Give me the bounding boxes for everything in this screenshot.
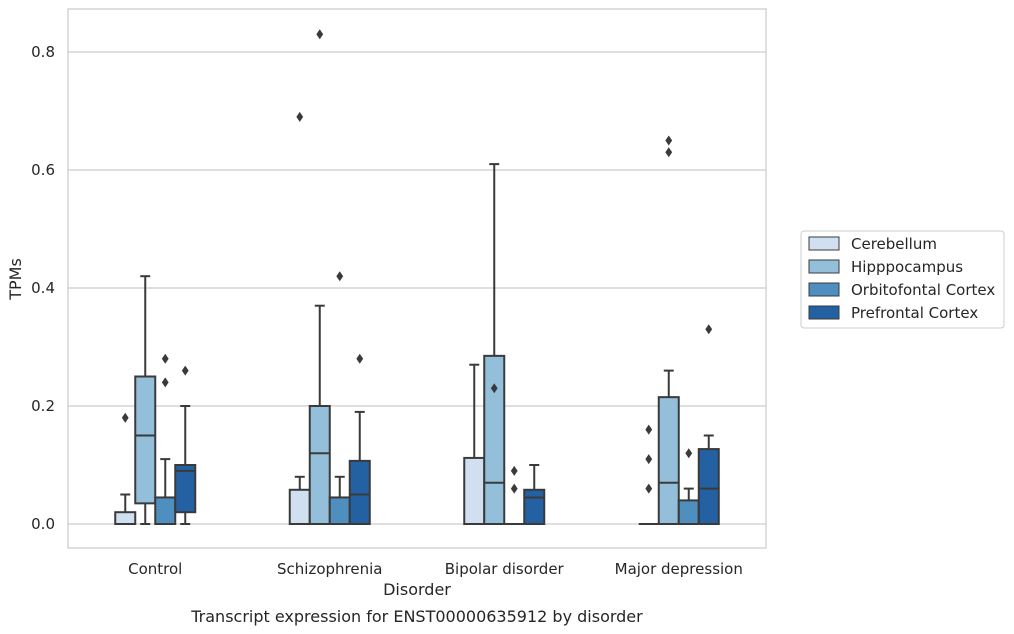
outlier-point: [685, 448, 693, 459]
box-body: [463, 456, 486, 526]
chart-caption: Transcript expression for ENST0000063591…: [190, 607, 643, 626]
box-body: [328, 496, 351, 526]
outlier-point: [121, 412, 129, 423]
box-body: [697, 448, 720, 526]
box-group: [523, 464, 546, 525]
legend-frame: [800, 230, 1005, 329]
outlier-point: [645, 483, 653, 494]
box-group: [463, 363, 486, 526]
box-body: [657, 396, 680, 525]
box-group: [677, 448, 700, 525]
x-tick-label: Bipolar disorder: [445, 560, 565, 578]
legend-label-orbitofrontal-cortex: Orbitofontal Cortex: [851, 281, 995, 299]
outlier-point: [161, 377, 169, 388]
x-axis-ticks: Control Schizophrenia Bipolar disorder Majo…: [128, 560, 743, 578]
outlier-point: [510, 465, 518, 476]
x-axis-label: Disorder: [383, 580, 451, 599]
box-body: [677, 499, 700, 525]
outlier-point: [645, 424, 653, 435]
x-tick-label: Schizophrenia: [277, 560, 382, 578]
legend-label-hippocampus: Hipppocampus: [851, 258, 963, 276]
box-group: [174, 365, 197, 525]
legend-swatch-orbitofrontal-cortex: [808, 282, 840, 297]
y-tick-label: 0.8: [31, 43, 55, 61]
box-group: [134, 275, 157, 525]
box-group: [504, 465, 525, 525]
x-tick-label: Control: [128, 560, 182, 578]
outlier-point: [490, 383, 498, 394]
outlier-point: [336, 271, 344, 282]
legend-swatch-cerebellum: [808, 236, 840, 251]
x-tick-label: Major depression: [615, 560, 743, 578]
y-tick-label: 0.2: [31, 397, 55, 415]
box-group: [348, 353, 371, 525]
box-body: [288, 488, 311, 525]
legend-swatch-prefrontal-cortex: [808, 305, 840, 320]
box-body: [154, 496, 177, 526]
outlier-point: [510, 483, 518, 494]
box-body: [483, 354, 506, 525]
y-axis-ticks: 0.0 0.2 0.4 0.6 0.8: [31, 43, 55, 533]
box-body: [134, 375, 157, 505]
box-body: [114, 511, 137, 526]
box-group: [697, 324, 720, 526]
box-group: [328, 271, 351, 526]
box-plots: [114, 29, 720, 526]
outlier-point: [316, 29, 324, 40]
outlier-point: [705, 324, 713, 335]
legend-swatch-hippocampus: [808, 259, 840, 274]
box-group: [483, 163, 506, 525]
box-group: [154, 353, 177, 526]
outlier-point: [356, 353, 364, 364]
outlier-point: [296, 111, 304, 122]
box-group: [657, 135, 680, 525]
box-group: [288, 111, 311, 525]
outlier-point: [181, 365, 189, 376]
legend: Cerebellum Hipppocampus Orbitofontal Cor…: [800, 230, 1005, 329]
outlier-point: [665, 135, 673, 146]
box-body: [523, 488, 546, 525]
box-body: [174, 464, 197, 514]
box-group: [114, 412, 137, 526]
outlier-point: [161, 353, 169, 364]
outlier-point: [665, 147, 673, 158]
y-tick-label: 0.0: [31, 515, 55, 533]
legend-label-cerebellum: Cerebellum: [851, 235, 937, 253]
box-group: [638, 424, 659, 525]
y-tick-label: 0.6: [31, 161, 55, 179]
y-tick-label: 0.4: [31, 279, 55, 297]
box-body: [348, 459, 371, 525]
y-axis-label: TPMs: [6, 258, 25, 301]
box-body: [308, 405, 331, 525]
box-group: [308, 29, 331, 525]
outlier-point: [645, 454, 653, 465]
plot-frame: [67, 8, 767, 549]
legend-label-prefrontal-cortex: Prefrontal Cortex: [851, 304, 978, 322]
